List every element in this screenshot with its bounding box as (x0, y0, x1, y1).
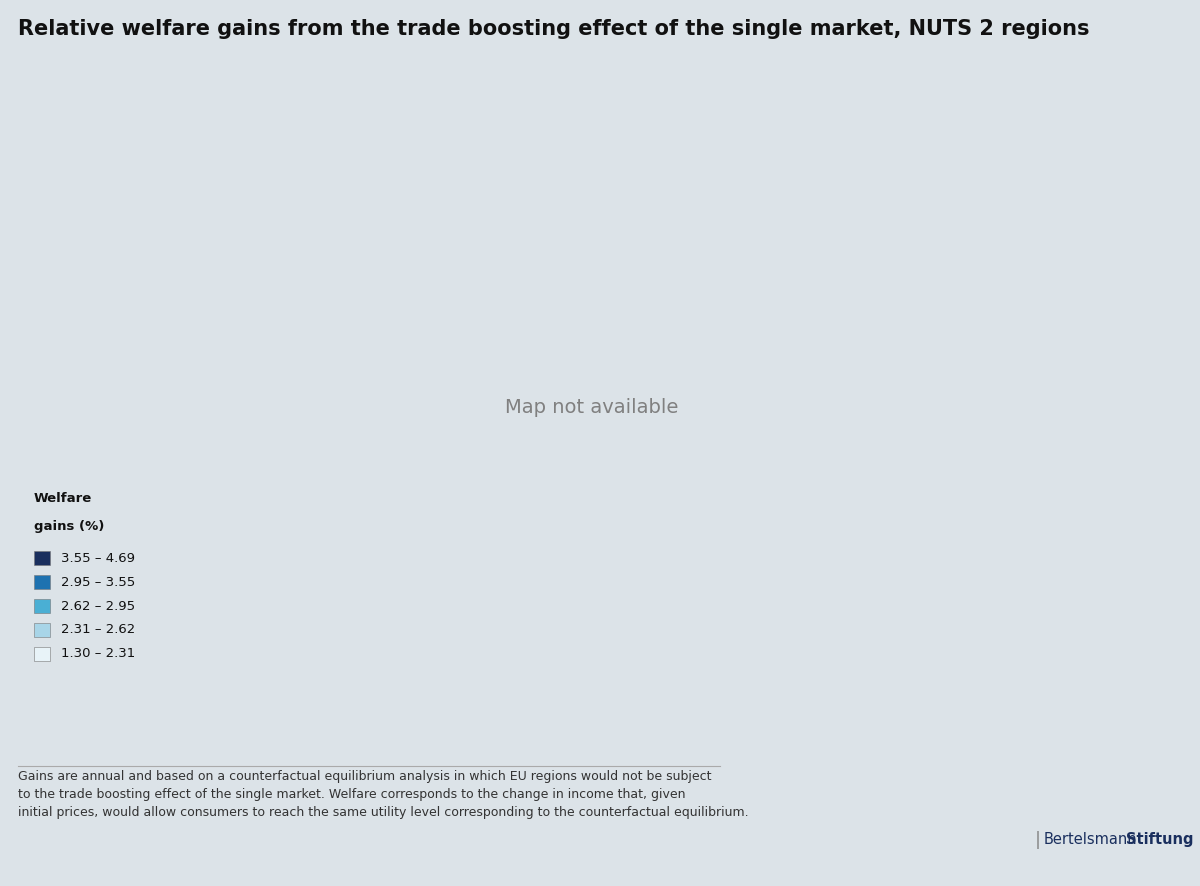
Text: |: | (1034, 831, 1040, 849)
Text: Welfare: Welfare (34, 492, 92, 505)
Text: 2.31 – 2.62: 2.31 – 2.62 (61, 624, 136, 636)
Text: 2.62 – 2.95: 2.62 – 2.95 (61, 600, 136, 612)
Text: Gains are annual and based on a counterfactual equilibrium analysis in which EU : Gains are annual and based on a counterf… (18, 770, 749, 819)
Text: Stiftung: Stiftung (1126, 833, 1193, 847)
Text: 2.95 – 3.55: 2.95 – 3.55 (61, 576, 136, 588)
Text: Bertelsmann: Bertelsmann (1044, 833, 1138, 847)
Text: Relative welfare gains from the trade boosting effect of the single market, NUTS: Relative welfare gains from the trade bo… (18, 19, 1090, 40)
Text: gains (%): gains (%) (34, 520, 104, 533)
Text: Map not available: Map not available (505, 398, 678, 417)
Text: 1.30 – 2.31: 1.30 – 2.31 (61, 648, 136, 660)
Text: 3.55 – 4.69: 3.55 – 4.69 (61, 552, 136, 564)
